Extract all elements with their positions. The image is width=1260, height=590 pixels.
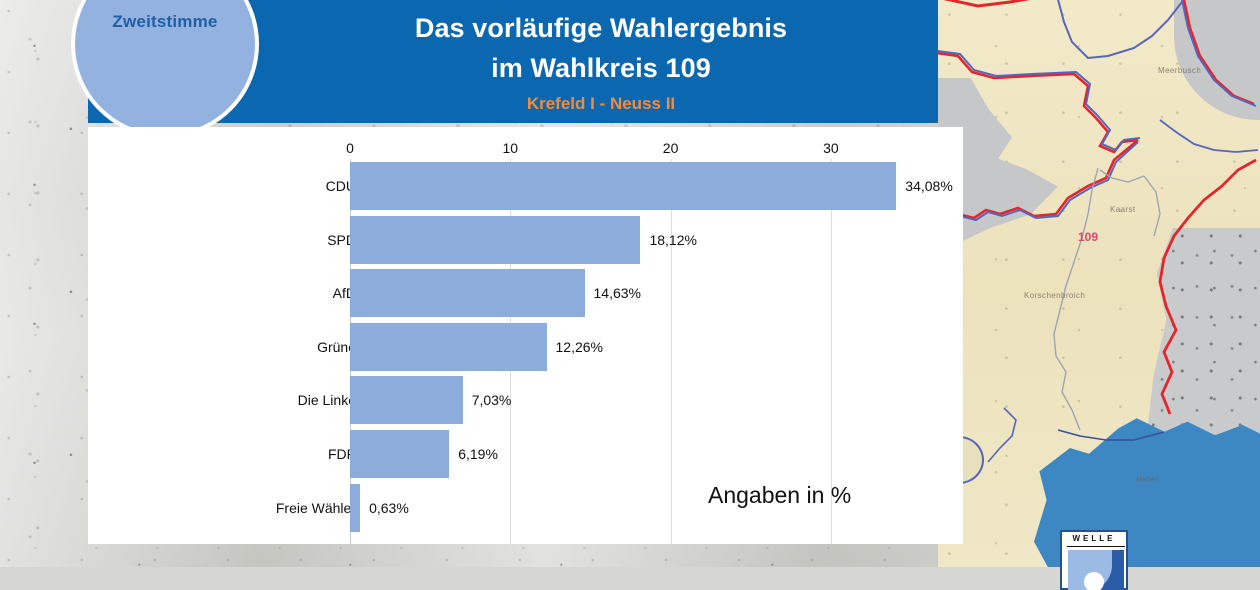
bar-row: CDU 34,08% (88, 159, 963, 213)
bar-afd (350, 269, 585, 318)
bar-grüne (350, 322, 547, 371)
page-title-line-2: im Wahlkreis 109 (491, 53, 711, 83)
map-district-number: 109 (1078, 230, 1099, 244)
chart-annotation: Angaben in % (708, 482, 852, 508)
category-label-freie-wähler: Freie Wähler (275, 499, 356, 516)
bar-row: Die Linke 7,03% (88, 373, 963, 427)
value-label-grüne: 12,26% (555, 338, 603, 355)
value-label-afd: 14,63% (593, 285, 641, 302)
welle-logo-divider (1067, 546, 1125, 547)
welle-logo: WELLE (1060, 530, 1128, 590)
axis-tick-label-0: 0 (346, 140, 354, 156)
welle-logo-mark-icon (1068, 550, 1124, 590)
welle-logo-wordmark: WELLE (1072, 534, 1116, 543)
value-label-freie-wähler: 0,63% (369, 499, 409, 516)
category-label-spd: SPD (327, 231, 356, 248)
axis-tick-label-30: 30 (823, 140, 839, 156)
category-label-cdu: CDU (325, 178, 356, 194)
bar-row: Freie Wähler 0,63% (88, 481, 963, 535)
title-block: Das vorläufige Wahlergebnis im Wahlkreis… (268, 8, 934, 116)
category-label-fdp: FDP (328, 446, 356, 462)
value-label-cdu: 34,08% (905, 178, 953, 194)
gridline-30 (830, 159, 832, 544)
map-label-kaarst: Kaarst (1110, 205, 1136, 214)
bar-chart: 0 10 20 30 CDU 34,08% SPD 18,12% AfD 14,63% Grüne 1… (88, 127, 963, 544)
page-subtitle: Krefeld I - Neuss II (526, 94, 676, 113)
map-label-hafen: Hafen (1136, 475, 1160, 484)
page-title-line-1: Das vorläufige Wahlergebnis (414, 13, 788, 43)
category-label-grüne: Grüne (317, 338, 356, 355)
district-map: Meerbusch Kaarst Korschenbroich Hafen 10… (938, 0, 1260, 567)
value-label-spd: 18,12% (649, 231, 697, 248)
bar-row: SPD 18,12% (88, 213, 963, 267)
chart-panel: 0 10 20 30 CDU 34,08% SPD 18,12% AfD 14,63% Grüne 1… (88, 127, 963, 544)
gridline-20 (670, 159, 672, 544)
bar-fdp (350, 430, 450, 478)
zweitstimme-badge-label: Zweitstimme (112, 12, 218, 31)
bar-freie-wähler (350, 483, 361, 532)
bar-row: Grüne 12,26% (88, 320, 963, 374)
category-label-die-linke: Die Linke (297, 392, 356, 409)
map-label-korschenbroich: Korschenbroich (1024, 291, 1086, 300)
bar-row: FDP 6,19% (88, 427, 963, 481)
axis-tick-label-20: 20 (662, 140, 679, 156)
bar-spd (350, 215, 641, 264)
bar-row: AfD 14,63% (88, 266, 963, 320)
axis-tick-label-10: 10 (502, 140, 519, 156)
value-label-die-linke: 7,03% (471, 392, 512, 409)
bar-cdu (350, 162, 897, 210)
bar-die-linke (350, 376, 463, 425)
map-label-meerbusch: Meerbusch (1158, 66, 1202, 75)
value-label-fdp: 6,19% (458, 446, 498, 462)
